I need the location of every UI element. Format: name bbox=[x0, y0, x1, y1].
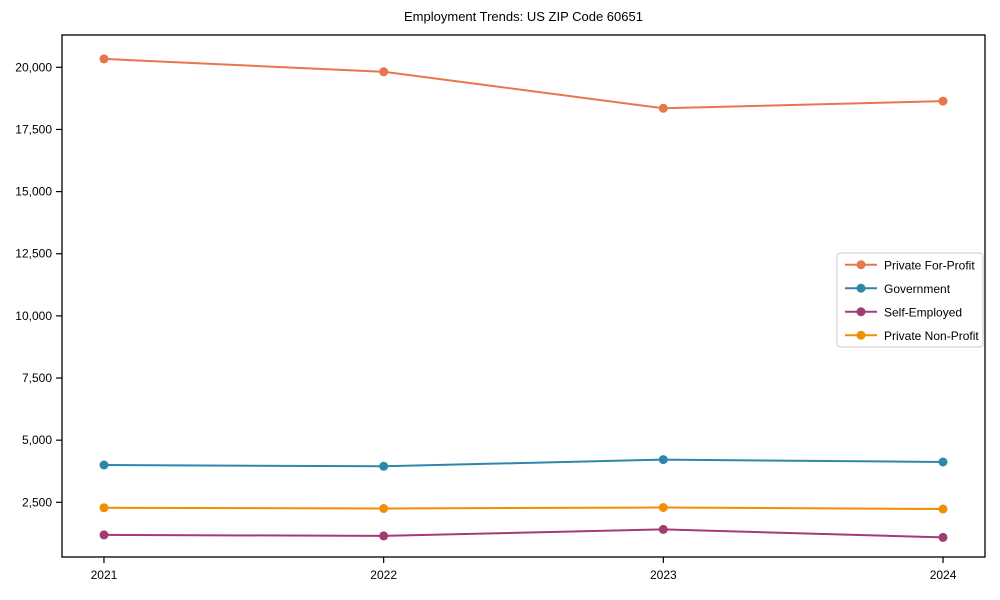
x-axis-tick-label: 2023 bbox=[650, 568, 677, 582]
legend-swatch-marker-private-for-profit bbox=[856, 260, 866, 270]
y-axis-tick-label: 7,500 bbox=[22, 371, 52, 385]
series-line-self-employed bbox=[103, 528, 944, 539]
data-point-private-non-profit bbox=[658, 503, 668, 512]
y-axis-tick-label: 5,000 bbox=[22, 433, 52, 447]
data-point-private-for-profit bbox=[99, 54, 109, 64]
y-axis-tick-label: 10,000 bbox=[15, 309, 52, 323]
legend-label-government: Government bbox=[884, 282, 951, 296]
plot-border bbox=[61, 34, 986, 558]
series-line-private-non-profit bbox=[103, 506, 944, 510]
data-point-private-non-profit bbox=[99, 503, 109, 513]
data-point-government bbox=[99, 460, 109, 470]
data-point-private-for-profit bbox=[658, 103, 668, 113]
x-axis-tick-label: 2024 bbox=[930, 568, 957, 582]
data-point-self-employed bbox=[938, 532, 948, 542]
legend-swatch-marker-private-non-profit bbox=[856, 330, 866, 340]
legend-swatch-marker-government bbox=[856, 283, 866, 293]
legend-label-self-employed: Self-Employed bbox=[884, 305, 962, 319]
data-point-self-employed bbox=[658, 524, 668, 534]
data-point-private-for-profit bbox=[938, 96, 948, 106]
data-point-self-employed bbox=[99, 530, 109, 540]
y-axis-tick-label: 2,500 bbox=[22, 495, 52, 509]
legend-label-private-for-profit: Private For-Profit bbox=[884, 258, 975, 272]
legend-label-private-non-profit: Private Non-Profit bbox=[884, 329, 979, 343]
data-point-government bbox=[379, 461, 389, 471]
series-line-private-for-profit bbox=[103, 57, 944, 110]
data-point-government bbox=[658, 455, 668, 465]
legend-swatch-marker-self-employed bbox=[856, 307, 866, 317]
data-point-self-employed bbox=[379, 531, 389, 541]
data-point-private-non-profit bbox=[938, 504, 948, 514]
series-line-government bbox=[103, 458, 944, 468]
data-point-private-non-profit bbox=[379, 504, 389, 513]
y-axis-tick-label: 15,000 bbox=[15, 185, 52, 199]
x-axis-tick-label: 2021 bbox=[91, 568, 118, 582]
legend-box bbox=[836, 252, 984, 348]
data-point-government bbox=[938, 457, 948, 467]
data-point-private-for-profit bbox=[379, 67, 389, 77]
x-axis-tick-label: 2022 bbox=[370, 568, 397, 582]
y-axis-tick-label: 12,500 bbox=[15, 247, 52, 261]
y-axis-tick-label: 20,000 bbox=[15, 60, 52, 74]
y-axis-tick-label: 17,500 bbox=[15, 122, 52, 136]
chart-title: Employment Trends: US ZIP Code 60651 bbox=[404, 9, 643, 24]
